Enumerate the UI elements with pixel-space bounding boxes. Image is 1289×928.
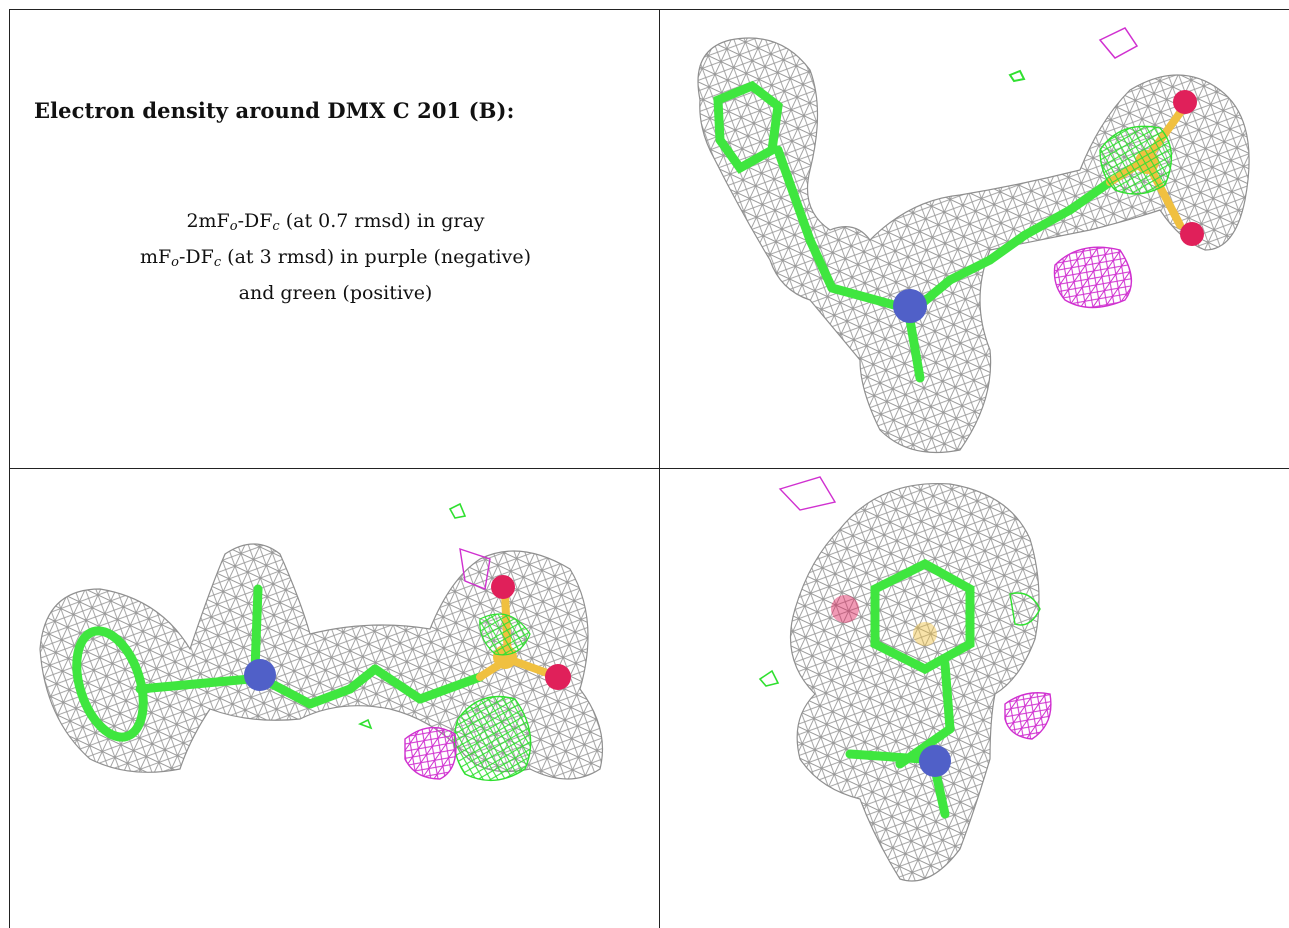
molecule-view-top-right — [659, 9, 1289, 469]
figure-heading: Electron density around DMX C 201 (B): — [34, 98, 515, 123]
legend-line-positive: and green (positive) — [238, 282, 433, 304]
legend-text: 2mFo-DFc (at 0.7 rmsd) in gray mFo-DFc (… — [10, 206, 659, 309]
molecule-density-view-1-icon — [697, 27, 1250, 454]
description-cell: Electron density around DMX C 201 (B): 2… — [9, 9, 660, 469]
molecule-view-bottom-right — [659, 468, 1289, 928]
molecule-density-view-3-icon — [758, 476, 1052, 882]
nitrogen-atom — [893, 289, 927, 323]
legend-line-2mfo: 2mFo-DFc (at 0.7 rmsd) in gray — [186, 210, 485, 234]
legend-line-mfo: mFo-DFc (at 3 rmsd) in purple (negative) — [139, 246, 532, 270]
molecule-view-bottom-left — [9, 468, 660, 928]
oxygen-atom-1 — [1173, 90, 1197, 114]
oxygen-atom-2 — [1180, 222, 1204, 246]
molecule-density-view-2-icon — [39, 502, 604, 782]
